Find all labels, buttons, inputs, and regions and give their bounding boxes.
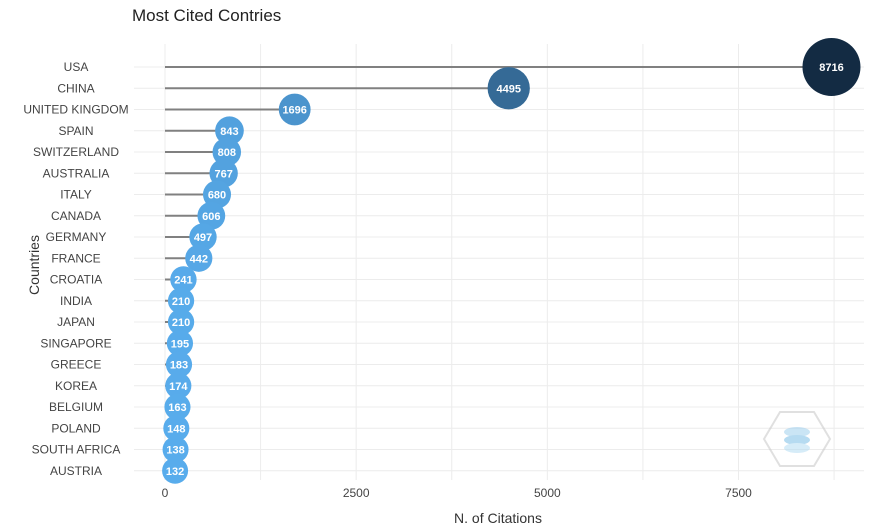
- y-tick-label: SOUTH AFRICA: [32, 443, 121, 457]
- data-point[interactable]: [212, 137, 242, 167]
- data-point[interactable]: [487, 67, 530, 110]
- x-tick-label: 7500: [725, 486, 752, 500]
- data-point[interactable]: [166, 330, 194, 357]
- x-tick-labels: 0 2500 5000 7500: [162, 486, 753, 500]
- data-point[interactable]: [197, 201, 226, 230]
- y-tick-label: KOREA: [55, 379, 97, 393]
- y-tick-label: FRANCE: [51, 251, 100, 265]
- y-tick-label: USA: [64, 60, 89, 74]
- y-tick-label: BELGIUM: [49, 400, 103, 414]
- x-axis-title: N. of Citations: [454, 510, 542, 526]
- x-tick-label: 0: [162, 486, 169, 500]
- data-point[interactable]: [162, 457, 189, 484]
- data-point[interactable]: [164, 393, 191, 421]
- data-point[interactable]: [167, 308, 195, 336]
- y-tick-label: JAPAN: [57, 315, 95, 329]
- data-point[interactable]: [167, 287, 195, 314]
- y-tick-label: SPAIN: [58, 124, 93, 138]
- data-label: 4495: [496, 83, 520, 95]
- data-label: 767: [214, 168, 232, 180]
- y-tick-labels: USA CHINA UNITED KINGDOM SPAIN SWITZERLAND AU…: [23, 60, 128, 478]
- y-tick-label: AUSTRIA: [50, 464, 102, 478]
- y-tick-label: SINGAPORE: [40, 336, 111, 350]
- y-tick-label: CROATIA: [50, 273, 102, 287]
- data-point[interactable]: [189, 223, 217, 251]
- chart-title: Most Cited Contries: [132, 6, 282, 25]
- data-label: 680: [208, 190, 226, 202]
- stem-lines: [165, 66, 832, 472]
- data-label: 138: [166, 445, 184, 457]
- data-point[interactable]: [163, 415, 190, 442]
- data-label: 241: [174, 275, 192, 287]
- data-point[interactable]: [209, 159, 238, 188]
- data-point[interactable]: [202, 180, 232, 209]
- data-label: 442: [190, 253, 208, 265]
- data-label: 163: [168, 402, 186, 414]
- data-label: 210: [172, 296, 190, 308]
- x-tick-label: 2500: [343, 486, 370, 500]
- data-points: [162, 38, 861, 484]
- data-point[interactable]: [802, 38, 861, 96]
- data-label: 808: [218, 147, 236, 159]
- data-point[interactable]: [165, 351, 193, 378]
- y-tick-label: INDIA: [60, 294, 92, 308]
- data-label: 183: [170, 360, 188, 372]
- y-tick-label: ITALY: [60, 188, 92, 202]
- data-point[interactable]: [165, 372, 192, 399]
- data-label: 210: [172, 317, 190, 329]
- data-point[interactable]: [215, 116, 244, 146]
- y-tick-label: GERMANY: [46, 230, 107, 244]
- y-tick-label: CHINA: [57, 81, 94, 95]
- data-point[interactable]: [170, 266, 197, 293]
- data-label: 843: [220, 126, 238, 138]
- data-label: 148: [167, 423, 185, 435]
- data-label: 497: [194, 232, 212, 244]
- data-label: 1696: [282, 105, 306, 117]
- data-label: 606: [202, 211, 220, 223]
- x-tick-label: 5000: [534, 486, 561, 500]
- y-tick-label: AUSTRALIA: [43, 166, 110, 180]
- data-point[interactable]: [278, 93, 311, 126]
- data-point[interactable]: [162, 436, 189, 463]
- data-label: 8716: [819, 62, 843, 74]
- y-tick-label: POLAND: [51, 421, 101, 435]
- y-tick-label: UNITED KINGDOM: [23, 103, 128, 117]
- data-point[interactable]: [185, 244, 213, 272]
- y-tick-label: GREECE: [51, 358, 102, 372]
- data-label: 195: [171, 338, 189, 350]
- y-axis-title: Countries: [26, 235, 42, 295]
- data-label: 132: [166, 466, 184, 478]
- data-labels: 8716 4495 1696 843 808 767 680 606 497 442 241 210 2…: [166, 62, 844, 478]
- data-label: 174: [169, 381, 188, 393]
- logo-watermark: [762, 411, 832, 467]
- y-tick-label: SWITZERLAND: [33, 145, 119, 159]
- y-tick-label: CANADA: [51, 209, 101, 223]
